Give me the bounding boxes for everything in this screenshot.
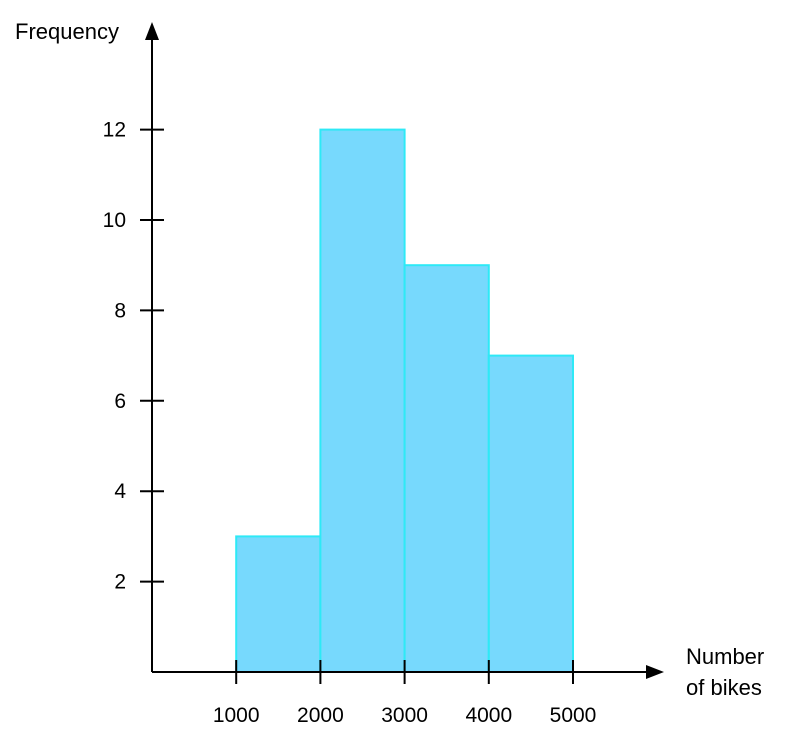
x-tick-label: 4000 — [465, 704, 512, 727]
histogram-bar — [487, 354, 574, 673]
y-tick-label: 6 — [114, 390, 126, 413]
axes-group — [145, 22, 664, 679]
y-tick-label: 12 — [103, 119, 126, 142]
histogram-bar — [235, 535, 322, 674]
y-axis-arrow-icon — [145, 22, 159, 40]
histogram-bar — [403, 264, 490, 673]
histogram-bar — [319, 128, 406, 674]
x-tick-label: 2000 — [297, 704, 344, 727]
y-ticks-group: 2 4 6 8 10 12 — [103, 119, 164, 594]
y-axis-title: Frequency — [15, 19, 119, 44]
x-axis-title-line2: of bikes — [686, 675, 762, 700]
y-tick-label: 10 — [103, 209, 126, 232]
y-tick-label: 8 — [114, 299, 126, 322]
bars-group — [235, 128, 574, 674]
x-ticks-group: 1000 2000 3000 4000 5000 — [213, 660, 597, 727]
x-axis-arrow-icon — [646, 665, 664, 679]
x-axis-title-line1: Number — [686, 644, 764, 669]
y-tick-label: 2 — [114, 571, 126, 594]
x-tick-label: 5000 — [550, 704, 597, 727]
x-tick-label: 1000 — [213, 704, 260, 727]
y-tick-label: 4 — [114, 480, 126, 503]
x-tick-label: 3000 — [381, 704, 428, 727]
